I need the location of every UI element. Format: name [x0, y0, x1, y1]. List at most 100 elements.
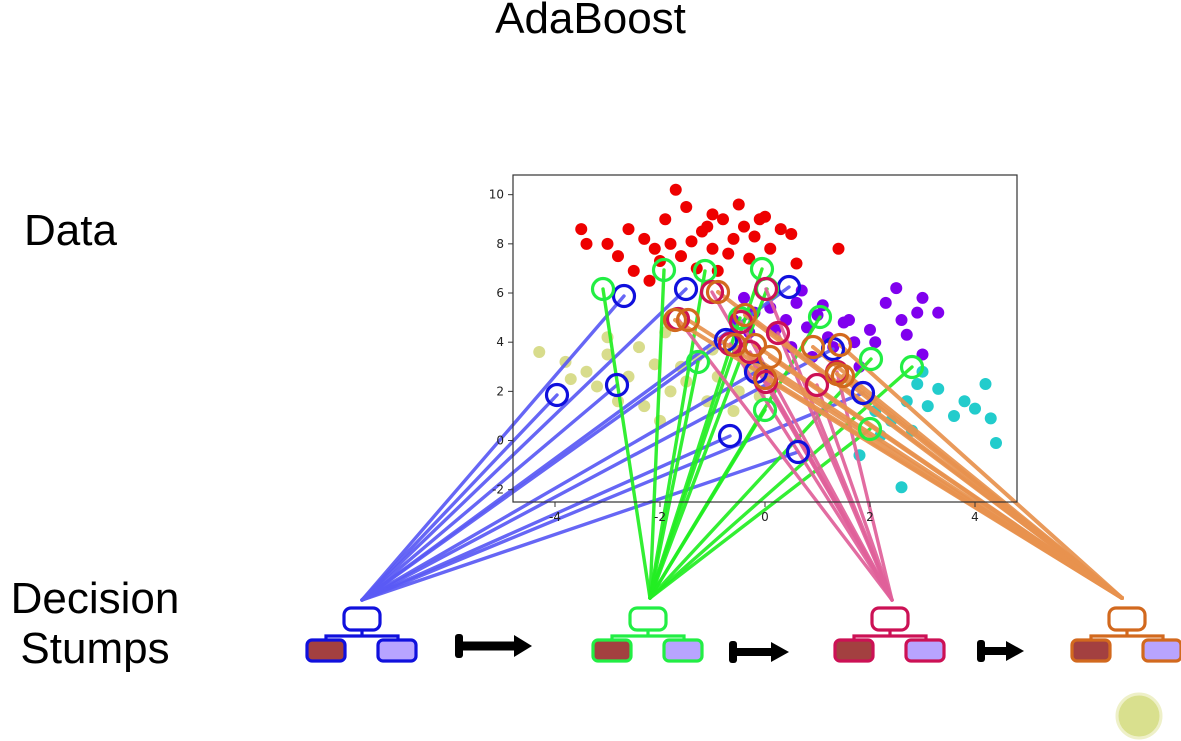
data-point [591, 380, 603, 393]
highlight-ring [705, 279, 731, 305]
data-point [738, 291, 750, 304]
data-point [706, 242, 719, 255]
connector-line [835, 372, 1124, 600]
highlight-ring [675, 307, 701, 333]
data-point [533, 346, 546, 359]
connector-line [838, 343, 1124, 600]
connector-line [815, 383, 894, 602]
stump-right-leaf [662, 638, 704, 663]
y-tick-label: 6 [496, 286, 504, 300]
y-tick-label: 0 [496, 434, 504, 448]
data-point [774, 223, 787, 236]
highlight-ring [717, 423, 743, 449]
highlight-rings [544, 256, 925, 465]
x-tick-label: 4 [971, 510, 979, 524]
connector-line [676, 317, 894, 602]
page-title: AdaBoost [495, 0, 686, 43]
highlight-ring [662, 307, 688, 333]
data-point [612, 250, 624, 263]
connector-line [360, 393, 559, 602]
connector-line [360, 294, 626, 602]
connector-line [360, 434, 732, 602]
arrow-tail [977, 640, 985, 662]
highlight-ring [590, 276, 616, 302]
stump-root-node [628, 606, 668, 632]
highlight-ring [804, 372, 830, 398]
highlight-ring [824, 361, 850, 387]
highlight-ring [858, 346, 884, 372]
data-point [748, 230, 761, 243]
highlight-ring [800, 334, 826, 360]
data-point [790, 296, 803, 309]
connector-line [648, 316, 742, 600]
sequence-arrows [455, 634, 1024, 663]
connector-line [360, 347, 835, 602]
connector-line [648, 268, 666, 600]
data-point [722, 247, 735, 260]
x-tick-label: 0 [761, 510, 769, 524]
x-tick-label: -2 [654, 510, 666, 524]
highlight-ring [753, 276, 779, 302]
highlight-ring [651, 257, 677, 283]
connector-line [360, 287, 688, 602]
highlight-ring [850, 380, 876, 406]
data-point [664, 385, 677, 398]
highlight-ring [544, 382, 570, 408]
data-point [622, 223, 635, 236]
data-point [680, 200, 693, 213]
decision-stump [305, 606, 418, 663]
data-point [638, 400, 651, 413]
data-point [575, 223, 588, 236]
stumps-label-line1: Decision [10, 574, 180, 623]
connector-line [360, 383, 619, 602]
stump-root-node [1107, 606, 1147, 632]
data-point [659, 213, 672, 226]
data-point [864, 323, 876, 336]
data-point [685, 235, 698, 248]
x-tick-label: -4 [549, 510, 561, 524]
y-tick-label: 2 [496, 384, 504, 398]
data-point [580, 365, 593, 378]
data-point [701, 220, 714, 233]
connector-line [360, 338, 728, 602]
decision-stumps-label: Decision Stumps [0, 574, 190, 674]
data-point [895, 481, 908, 494]
data-point [984, 412, 997, 425]
highlight-ring [673, 276, 699, 302]
data-point [832, 242, 845, 255]
highlight-ring [685, 349, 711, 375]
data-point [643, 274, 656, 287]
data-point [932, 306, 945, 319]
connector-line [648, 360, 700, 600]
data-row-label: Data [24, 206, 117, 255]
highlight-ring [742, 332, 768, 358]
decision-stump [833, 606, 946, 663]
connector-line [360, 391, 865, 602]
highlight-ring [611, 283, 637, 309]
y-tick-label: -2 [492, 483, 504, 497]
stump-right-leaf [1141, 638, 1181, 663]
y-tick-label: 10 [489, 188, 504, 202]
data-point [638, 232, 651, 245]
data-point [664, 237, 677, 250]
data-point [911, 306, 924, 319]
axis-ticks: -4 -2 0 2 4 -2 0 2 4 6 8 10 [489, 188, 979, 524]
x-tick-label: 2 [866, 510, 874, 524]
connector-line [768, 355, 1124, 600]
data-point [580, 237, 593, 250]
decision-stumps [305, 606, 1181, 663]
data-point [921, 400, 934, 413]
data-point [732, 198, 745, 211]
highlight-ring [692, 258, 718, 284]
data-point [648, 242, 661, 255]
data-point [869, 336, 882, 349]
y-tick-label: 4 [496, 335, 504, 349]
data-point [979, 377, 992, 390]
data-point [601, 237, 614, 250]
data-point [879, 296, 892, 309]
data-point [911, 377, 924, 390]
stump-root-node [870, 606, 910, 632]
data-point [916, 291, 929, 304]
data-point [958, 395, 971, 408]
